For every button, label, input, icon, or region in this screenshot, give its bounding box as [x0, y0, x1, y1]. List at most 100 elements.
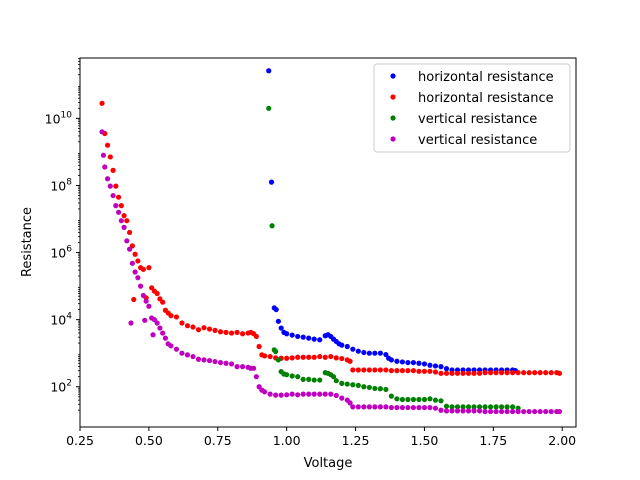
data-point — [394, 368, 400, 374]
data-point — [179, 320, 185, 326]
legend-box — [373, 63, 571, 153]
data-point — [269, 223, 275, 229]
data-point — [510, 404, 516, 410]
x-tick-label: 1.50 — [411, 433, 439, 448]
data-point — [168, 313, 174, 319]
data-point — [306, 391, 312, 397]
data-point — [322, 391, 328, 397]
legend-item: vertical resistance — [390, 133, 537, 148]
data-point — [113, 183, 119, 189]
data-point — [438, 398, 444, 404]
data-point — [361, 384, 367, 390]
data-point — [128, 320, 134, 326]
series-2 — [266, 105, 521, 411]
legend-marker — [390, 94, 396, 100]
data-point — [190, 324, 196, 330]
data-point — [405, 359, 411, 366]
data-point — [410, 359, 417, 366]
data-point — [201, 357, 207, 363]
data-point — [253, 333, 259, 340]
data-point — [350, 346, 356, 352]
data-point — [217, 329, 224, 335]
series-3 — [99, 129, 563, 415]
data-point — [328, 353, 334, 360]
data-point — [361, 367, 367, 373]
data-point — [543, 408, 549, 415]
legend-label: vertical resistance — [418, 133, 537, 148]
data-point — [129, 260, 135, 266]
data-point — [154, 320, 160, 326]
data-point — [284, 372, 290, 378]
data-point — [339, 355, 345, 362]
data-point — [206, 357, 213, 364]
data-point — [499, 370, 505, 376]
data-point — [438, 370, 444, 376]
data-point — [289, 332, 295, 338]
data-point — [239, 364, 246, 370]
data-point — [355, 348, 361, 354]
data-point — [223, 360, 229, 366]
data-point — [410, 368, 417, 374]
data-point — [267, 391, 273, 397]
data-point — [140, 266, 146, 272]
data-point — [532, 370, 538, 376]
data-point — [421, 396, 428, 403]
data-point — [471, 404, 477, 410]
data-point — [394, 396, 400, 402]
data-point — [146, 303, 152, 309]
data-point — [471, 408, 477, 414]
data-point — [347, 400, 353, 406]
data-point — [135, 258, 141, 264]
data-point — [131, 296, 137, 303]
data-point — [317, 377, 323, 383]
x-axis: 0.25 0.50 0.75 1.00 1.25 1.50 1.75 2.00 — [66, 427, 576, 448]
data-point — [160, 299, 166, 305]
legend: horizontal resistance horizontal resistan… — [373, 63, 571, 153]
data-point — [499, 404, 505, 410]
data-point — [405, 368, 411, 374]
data-point — [504, 370, 510, 376]
data-point — [399, 359, 405, 365]
data-point — [262, 353, 268, 359]
data-point — [278, 325, 284, 331]
legend-item: vertical resistance — [390, 112, 537, 127]
data-point — [212, 327, 218, 333]
data-point — [300, 354, 306, 360]
data-point — [339, 380, 345, 386]
data-point — [427, 362, 433, 368]
data-point — [449, 370, 455, 376]
legend-marker — [390, 115, 396, 121]
data-point — [399, 368, 405, 374]
data-point — [416, 368, 422, 374]
data-point — [201, 325, 207, 331]
data-point — [344, 381, 350, 387]
data-point — [115, 209, 122, 215]
data-point — [107, 183, 113, 189]
data-point — [388, 393, 394, 399]
data-point — [482, 370, 488, 376]
data-point — [556, 370, 563, 376]
data-point — [487, 404, 494, 410]
data-point — [132, 269, 138, 275]
data-point — [432, 363, 439, 369]
data-point — [311, 354, 317, 360]
data-point — [212, 358, 218, 365]
data-point — [427, 396, 433, 402]
data-point — [372, 385, 378, 392]
data-point — [333, 392, 339, 399]
data-point — [366, 404, 372, 410]
data-point — [110, 192, 116, 199]
data-point — [482, 404, 488, 410]
series-1 — [99, 100, 563, 376]
x-tick-label: 0.50 — [135, 433, 163, 448]
data-point — [295, 392, 301, 398]
data-point — [476, 404, 483, 410]
data-point — [372, 404, 378, 410]
data-point — [399, 396, 405, 403]
data-point — [289, 373, 295, 379]
data-point — [138, 283, 144, 289]
data-point — [306, 376, 312, 382]
data-point — [421, 368, 428, 374]
legend-item: horizontal resistance — [390, 70, 554, 85]
data-point — [300, 376, 306, 382]
